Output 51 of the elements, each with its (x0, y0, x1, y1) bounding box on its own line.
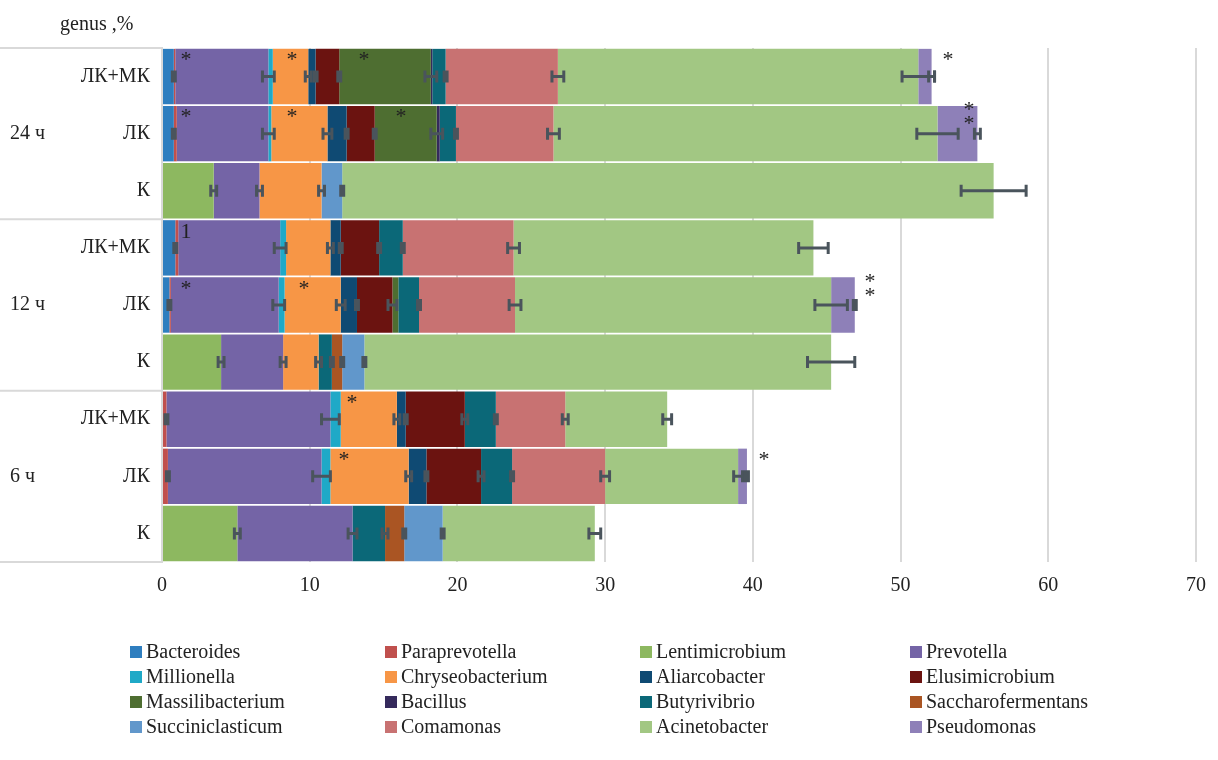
annotation: * (286, 103, 298, 129)
legend-label: Paraprevotella (400, 640, 518, 663)
text: 24 ч (10, 120, 46, 143)
annotation: * (942, 46, 954, 72)
legend-label: Massilibacterium (145, 690, 286, 713)
y-tick-label: ЛК (123, 292, 151, 315)
legend-label: Acinetobacter (655, 715, 770, 738)
annotation: * (180, 274, 192, 300)
legend-label: Saccharofermentans (925, 690, 1090, 713)
x-tick-label: 60 (1038, 573, 1059, 596)
annotation: * (180, 103, 192, 129)
y-tick-label: К (136, 349, 151, 372)
x-tick-label: 40 (742, 573, 763, 596)
y-tick-label: ЛК+МК (80, 406, 151, 429)
legend-label: Millionella (145, 665, 236, 688)
text: 12 ч (10, 292, 46, 315)
y-axis-title: genus ,% (60, 12, 134, 35)
x-tick-label: 30 (595, 573, 616, 596)
legend-label: Succiniclasticum (145, 715, 284, 738)
legend-label: Prevotella (925, 640, 1009, 663)
annotation: * (180, 46, 192, 72)
legend-label: Elusimicrobium (925, 665, 1056, 688)
annotation: * (395, 103, 407, 129)
legend-label: Aliarcobacter (655, 665, 766, 688)
x-tick-label: 0 (157, 573, 167, 596)
legend-label: Comamonas (400, 715, 502, 738)
legend-label: Bacillus (400, 690, 468, 713)
annotation: * (298, 274, 310, 300)
legend-label: Pseudomonas (925, 715, 1037, 738)
y-tick-label: ЛК+МК (80, 235, 151, 258)
annotation: * (758, 446, 770, 472)
text: 6 ч (10, 463, 36, 486)
y-tick-label: ЛК+МК (80, 63, 151, 86)
legend-label: Lentimicrobium (655, 640, 787, 663)
y-tick-label: ЛК (123, 120, 151, 143)
legend-label: Bacteroides (145, 640, 242, 663)
annotation: * (338, 446, 350, 472)
annotation: * (286, 46, 298, 72)
y-tick-label: К (136, 520, 151, 543)
x-tick-label: 10 (299, 573, 320, 596)
annotation: * (346, 389, 358, 414)
y-tick-label: ЛК (123, 463, 151, 486)
legend-label: Butyrivibrio (655, 690, 756, 713)
legend-label: Chryseobacterium (400, 665, 549, 688)
x-tick-label: 20 (447, 573, 468, 596)
y-tick-label: К (136, 178, 151, 201)
annotation: * (358, 46, 370, 72)
x-tick-label: 70 (1186, 573, 1206, 596)
annotation: 1 (180, 217, 192, 243)
annotation: ** (864, 267, 876, 307)
x-tick-label: 50 (890, 573, 911, 596)
